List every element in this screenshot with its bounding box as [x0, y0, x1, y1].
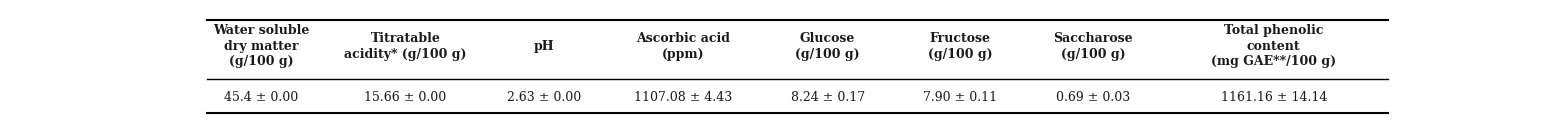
Text: 15.66 ± 0.00: 15.66 ± 0.00: [364, 91, 447, 104]
Text: 2.63 ± 0.00: 2.63 ± 0.00: [507, 91, 582, 104]
Text: Water soluble
dry matter
(g/100 g): Water soluble dry matter (g/100 g): [213, 24, 310, 68]
Text: 0.69 ± 0.03: 0.69 ± 0.03: [1057, 91, 1130, 104]
Text: 1161.16 ± 14.14: 1161.16 ± 14.14: [1220, 91, 1327, 104]
Text: Glucose
(g/100 g): Glucose (g/100 g): [795, 32, 860, 61]
Text: Saccharose
(g/100 g): Saccharose (g/100 g): [1053, 32, 1133, 61]
Text: Titratable
acidity* (g/100 g): Titratable acidity* (g/100 g): [344, 32, 467, 61]
Text: Fructose
(g/100 g): Fructose (g/100 g): [927, 32, 993, 61]
Text: pH: pH: [534, 40, 554, 53]
Text: 8.24 ± 0.17: 8.24 ± 0.17: [790, 91, 865, 104]
Text: 7.90 ± 0.11: 7.90 ± 0.11: [923, 91, 997, 104]
Text: 1107.08 ± 4.43: 1107.08 ± 4.43: [633, 91, 731, 104]
Text: 45.4 ± 0.00: 45.4 ± 0.00: [224, 91, 297, 104]
Text: Ascorbic acid
(ppm): Ascorbic acid (ppm): [636, 32, 730, 61]
Text: Total phenolic
content
(mg GAE**/100 g): Total phenolic content (mg GAE**/100 g): [1211, 24, 1337, 68]
